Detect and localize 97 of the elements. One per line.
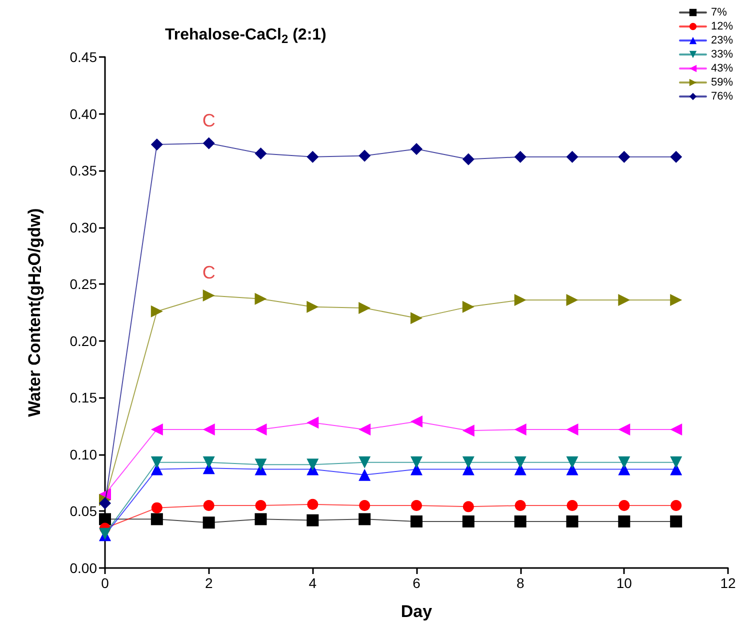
point [254, 458, 267, 471]
point [150, 456, 163, 468]
point [514, 150, 526, 163]
x-tick-label: 8 [516, 575, 524, 591]
annotation: C [202, 262, 216, 282]
point [410, 142, 422, 155]
point [254, 423, 267, 436]
legend-label: 59% [710, 76, 734, 88]
point [306, 416, 319, 429]
point [358, 468, 371, 481]
legend-label: 76% [710, 90, 734, 102]
point [566, 515, 578, 528]
x-tick-label: 2 [204, 575, 213, 591]
y-tick-label: 0.15 [70, 390, 98, 406]
point [150, 513, 163, 526]
y-tick-label: 0.05 [70, 503, 98, 520]
point [358, 513, 371, 526]
point [410, 515, 422, 528]
point [462, 515, 474, 528]
point [566, 423, 578, 436]
point [254, 148, 267, 160]
point [670, 500, 682, 512]
point [410, 416, 422, 428]
legend-label: 33% [710, 48, 734, 60]
point [462, 300, 474, 313]
point [410, 456, 422, 468]
point [462, 424, 474, 437]
point [462, 456, 474, 468]
point [618, 500, 630, 512]
point [150, 138, 163, 150]
legend-label: 23% [710, 34, 734, 46]
point [411, 500, 422, 512]
legend-label: 43% [710, 62, 734, 74]
point [410, 312, 422, 324]
legend-label: 7% [710, 6, 728, 18]
y-tick-label: 0.45 [70, 49, 98, 65]
point [618, 294, 630, 306]
point [99, 513, 111, 526]
point [254, 292, 267, 305]
point [255, 500, 266, 512]
x-tick-label: 0 [101, 575, 110, 591]
y-tick-label: 0.00 [70, 560, 98, 576]
point [670, 515, 682, 528]
point [358, 150, 371, 162]
point [306, 514, 319, 526]
x-tick-label: 6 [412, 575, 421, 591]
point [566, 150, 578, 163]
point [202, 516, 215, 529]
y-tick-label: 0.25 [70, 276, 98, 292]
point [202, 289, 215, 302]
x-tick-label: 4 [308, 575, 317, 591]
point [670, 294, 682, 306]
x-tick-label: 12 [720, 575, 736, 591]
point [566, 500, 578, 512]
point [670, 456, 682, 468]
point [306, 458, 319, 471]
x-tick-label: 10 [616, 575, 632, 591]
y-tick-label: 0.10 [70, 446, 98, 462]
point [254, 513, 267, 526]
point [358, 456, 371, 468]
point [566, 456, 578, 468]
point [202, 456, 215, 468]
point [151, 502, 162, 514]
point [358, 302, 371, 314]
y-axis-title: Water Content(gH2O/gdw) [25, 208, 44, 417]
point [514, 515, 526, 528]
point [514, 294, 526, 306]
point [150, 423, 163, 436]
point [566, 294, 578, 306]
point [307, 498, 318, 510]
point [618, 515, 630, 528]
point [359, 500, 370, 512]
y-tick-label: 0.40 [70, 106, 98, 122]
point [462, 153, 474, 166]
y-tick-label: 0.35 [70, 162, 98, 179]
point [306, 150, 319, 163]
legend-label: 12% [710, 20, 734, 32]
y-tick-label: 0.30 [70, 219, 98, 236]
point [670, 150, 682, 163]
point [514, 500, 526, 512]
point [202, 423, 215, 436]
point [203, 500, 214, 512]
point [99, 497, 111, 510]
point [202, 137, 215, 150]
point [358, 423, 371, 436]
point [514, 456, 526, 468]
point [618, 150, 630, 163]
point [514, 423, 526, 436]
point [670, 423, 682, 436]
annotation: C [202, 110, 216, 130]
y-tick-label: 0.20 [70, 332, 98, 349]
point [150, 305, 163, 318]
x-axis-title: Day [400, 602, 433, 621]
point [306, 300, 319, 313]
point [618, 456, 630, 468]
point [618, 423, 630, 436]
point [462, 501, 474, 512]
